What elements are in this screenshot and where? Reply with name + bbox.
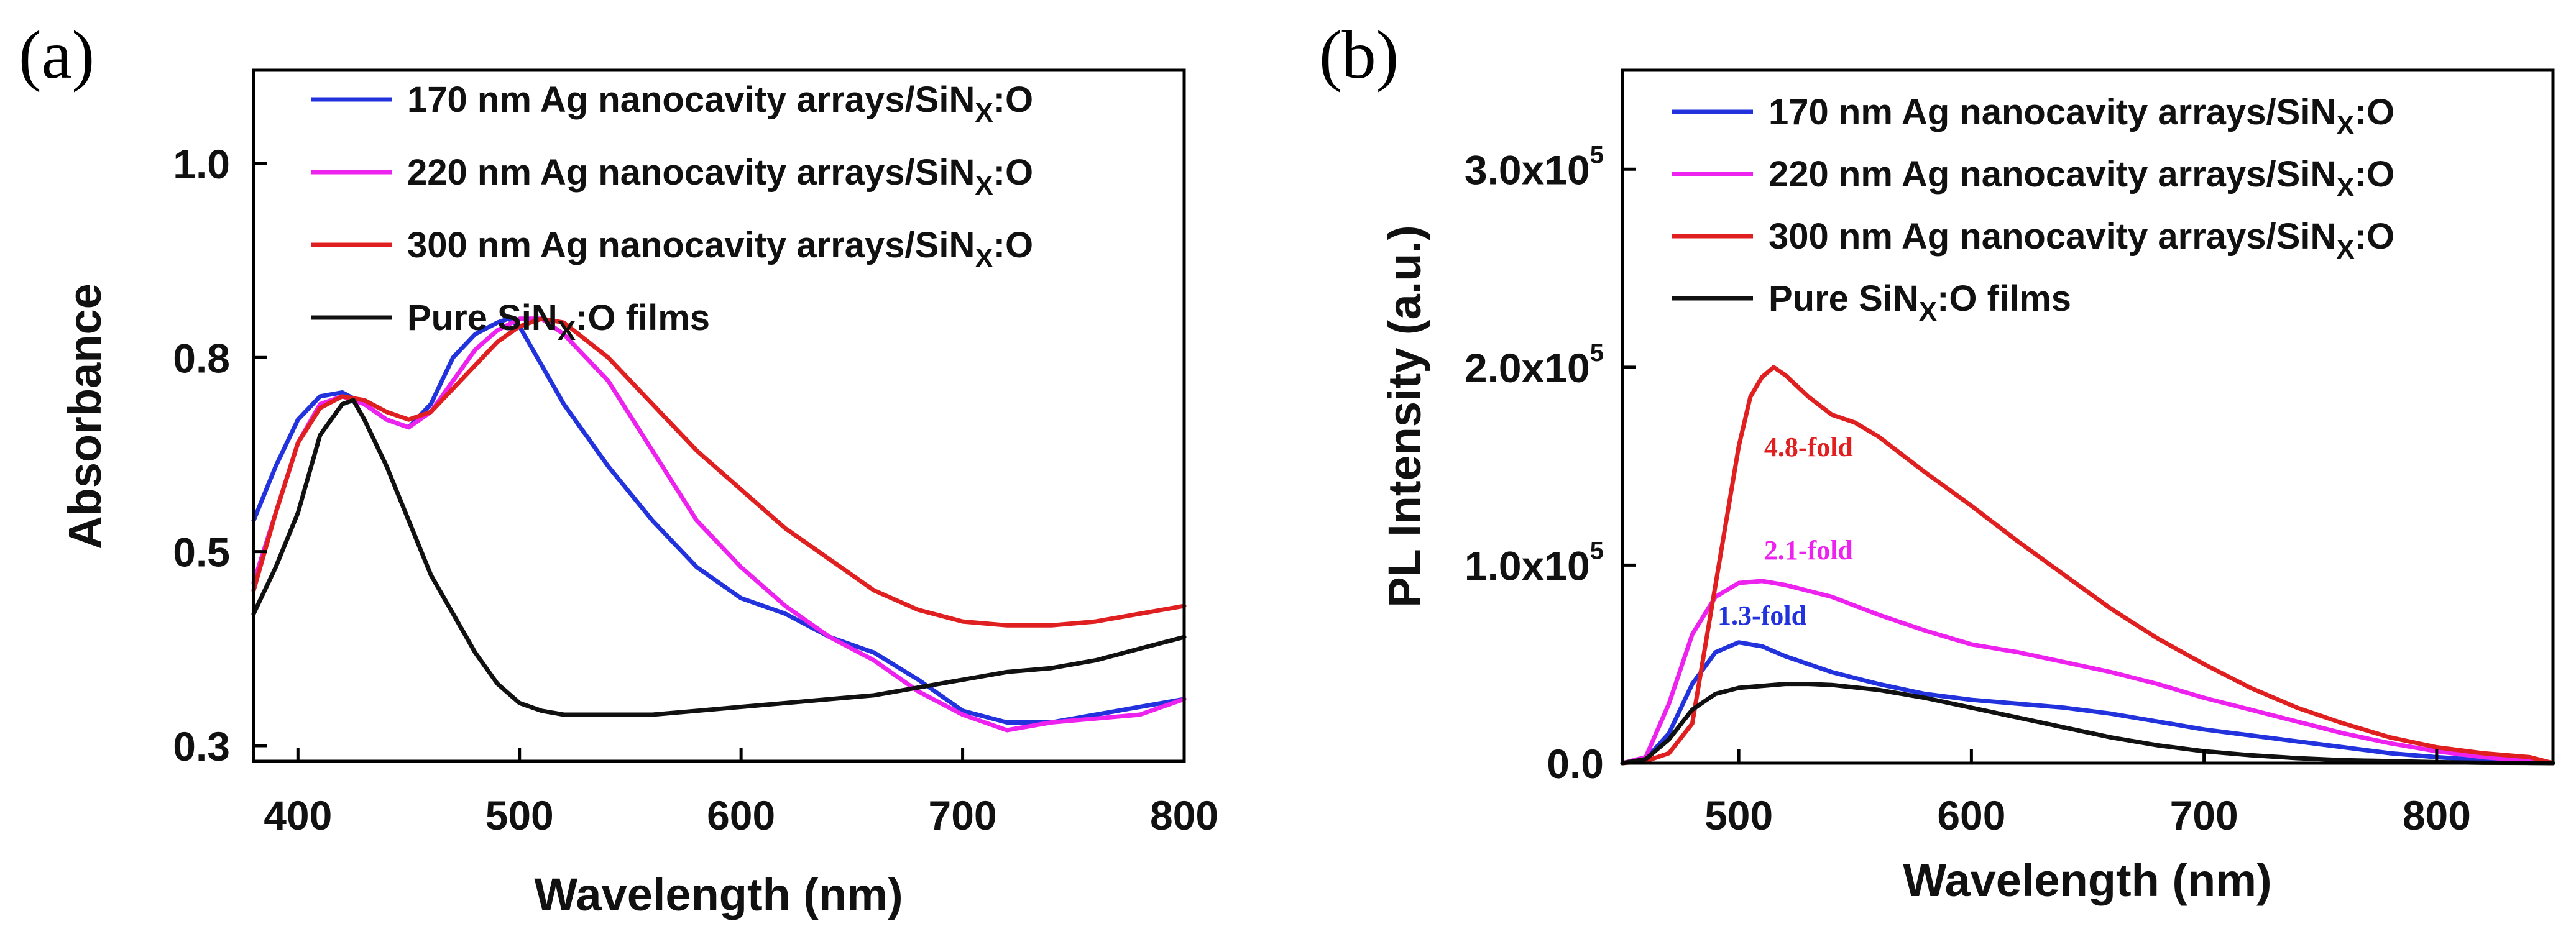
panel-b-y-tick-label: 1.0x105 — [1465, 537, 1604, 589]
panel-a-label: (a) — [19, 17, 94, 93]
panel-b-x-tick-label: 700 — [2170, 792, 2238, 838]
panel-a-series-line-2 — [251, 316, 1187, 628]
panel-a-series-line-0 — [251, 316, 1187, 725]
panel-b-series-line-0 — [1620, 640, 2555, 766]
panel-b-plot-frame — [1621, 68, 2555, 765]
panel-a-x-tick-label: 500 — [485, 792, 554, 838]
panel-a-absorbance-chart: (a) 400 500 600 700 800 0.3 0.5 0.8 1.0 Waveleng… — [19, 17, 1218, 920]
panel-a-series-line-3 — [251, 398, 1187, 717]
panel-b-legend-label-1: 220 nm Ag nanocavity arrays/SiNX:O — [1769, 154, 2394, 203]
panel-b-x-axis-title: Wavelength (nm) — [1903, 854, 2271, 906]
panel-b-y-tick-label: 2.0x105 — [1465, 339, 1604, 391]
panel-b-legend: 170 nm Ag nanocavity arrays/SiNX:O 220 nm… — [1672, 92, 2394, 327]
panel-a-series-line-1 — [251, 316, 1187, 733]
panel-a-x-tick-label: 800 — [1150, 792, 1218, 838]
panel-b-pl-intensity-chart: (b) 500 600 700 800 0.0 1.0x105 2.0x105 3.0x105… — [1319, 17, 2555, 906]
panel-b-label: (b) — [1319, 17, 1399, 93]
panel-b-y-tick-label: 0.0 — [1547, 741, 1604, 787]
panel-b-annotation-2: 1.3-fold — [1718, 600, 1806, 631]
panel-b-x-tick-label: 800 — [2403, 792, 2471, 838]
panel-b-annotation-1: 2.1-fold — [1764, 535, 1853, 566]
panel-a-legend-label-1: 220 nm Ag nanocavity arrays/SiNX:O — [407, 152, 1033, 201]
panel-b-x-tick-label: 600 — [1937, 792, 2005, 838]
panel-b-legend-label-3: Pure SiNX:O films — [1769, 278, 2071, 327]
panel-a-y-axis-title: Absorbance — [59, 283, 111, 549]
panel-b-x-tick-label: 500 — [1704, 792, 1773, 838]
panel-b-series-line-3 — [1620, 682, 2555, 766]
panel-b-y-axis-title: PL Intensity (a.u.) — [1379, 225, 1430, 607]
panel-b-legend-label-2: 300 nm Ag nanocavity arrays/SiNX:O — [1769, 216, 2394, 265]
panel-a-y-tick-label: 0.3 — [173, 723, 230, 769]
panel-b-series-line-2 — [1620, 365, 2555, 766]
panel-a-y-tick-label: 0.5 — [173, 529, 230, 575]
panel-a-x-tick-label: 600 — [707, 792, 775, 838]
panel-b-legend-label-0: 170 nm Ag nanocavity arrays/SiNX:O — [1769, 92, 2394, 140]
panel-a-legend-label-0: 170 nm Ag nanocavity arrays/SiNX:O — [407, 80, 1033, 128]
panel-a-legend-label-2: 300 nm Ag nanocavity arrays/SiNX:O — [407, 225, 1033, 273]
panel-a-legend-label-3: Pure SiNX:O films — [407, 298, 710, 346]
panel-a-legend: 170 nm Ag nanocavity arrays/SiNX:O 220 nm… — [311, 80, 1033, 346]
panel-a-x-axis-title: Wavelength (nm) — [534, 869, 903, 920]
panel-a-y-tick-label: 1.0 — [173, 141, 230, 187]
panel-a-x-tick-label: 700 — [929, 792, 997, 838]
panel-a-y-tick-label: 0.8 — [173, 335, 230, 381]
panel-b-y-tick-label: 3.0x105 — [1465, 141, 1604, 193]
panel-a-x-tick-label: 400 — [264, 792, 332, 838]
panel-b-annotations: 4.8-fold 2.1-fold 1.3-fold — [1718, 432, 1853, 631]
panel-a-plot-frame — [252, 68, 1186, 763]
panel-b-annotation-0: 4.8-fold — [1764, 432, 1853, 462]
